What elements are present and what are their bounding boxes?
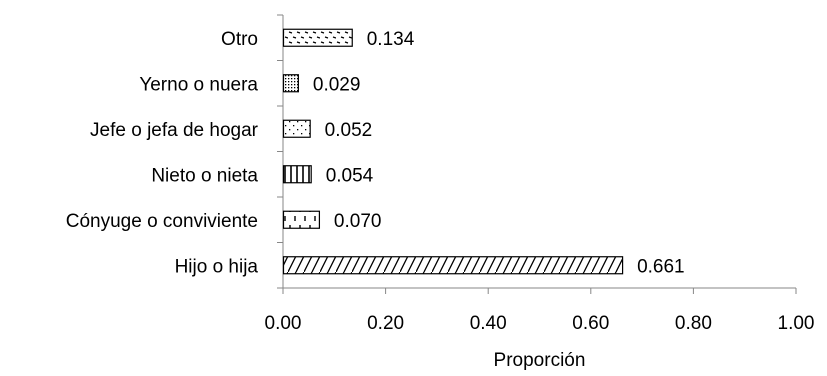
- x-axis-ticks: [282, 288, 797, 294]
- category-labels: Hijo o hija Cónyuge o conviviente Nieto o …: [66, 29, 259, 278]
- x-tick-label: 1.00: [778, 313, 815, 334]
- bar: [282, 165, 312, 184]
- bar: [282, 256, 624, 275]
- bar: [282, 210, 321, 229]
- data-label: 0.134: [367, 29, 415, 50]
- data-label: 0.029: [313, 74, 361, 95]
- y-axis-ticks: [277, 14, 283, 289]
- bars-group: [282, 28, 624, 275]
- data-label: 0.052: [325, 120, 373, 141]
- x-tick-label: 0.20: [367, 313, 404, 334]
- bar: [282, 119, 311, 138]
- category-label: Otro: [221, 29, 258, 50]
- category-label: Nieto o nieta: [151, 165, 258, 186]
- value-labels: 0.661 0.070 0.054 0.052 0.029 0.134: [313, 29, 685, 278]
- category-label: Hijo o hija: [175, 256, 259, 277]
- x-tick-labels: 0.00 0.20 0.40 0.60 0.80 1.00: [265, 313, 815, 334]
- x-tick-label: 0.40: [470, 313, 507, 334]
- x-tick-label: 0.80: [675, 313, 712, 334]
- data-label: 0.054: [326, 165, 374, 186]
- category-label: Yerno o nuera: [139, 74, 258, 95]
- x-tick-label: 0.00: [265, 313, 302, 334]
- x-axis-title: Proporción: [494, 350, 586, 371]
- bar: [282, 28, 353, 47]
- data-label: 0.070: [334, 211, 382, 232]
- data-label: 0.661: [637, 256, 685, 277]
- category-label: Cónyuge o conviviente: [66, 211, 258, 232]
- category-label: Jefe o jefa de hogar: [90, 120, 259, 141]
- bar: [282, 74, 299, 93]
- x-tick-label: 0.60: [572, 313, 609, 334]
